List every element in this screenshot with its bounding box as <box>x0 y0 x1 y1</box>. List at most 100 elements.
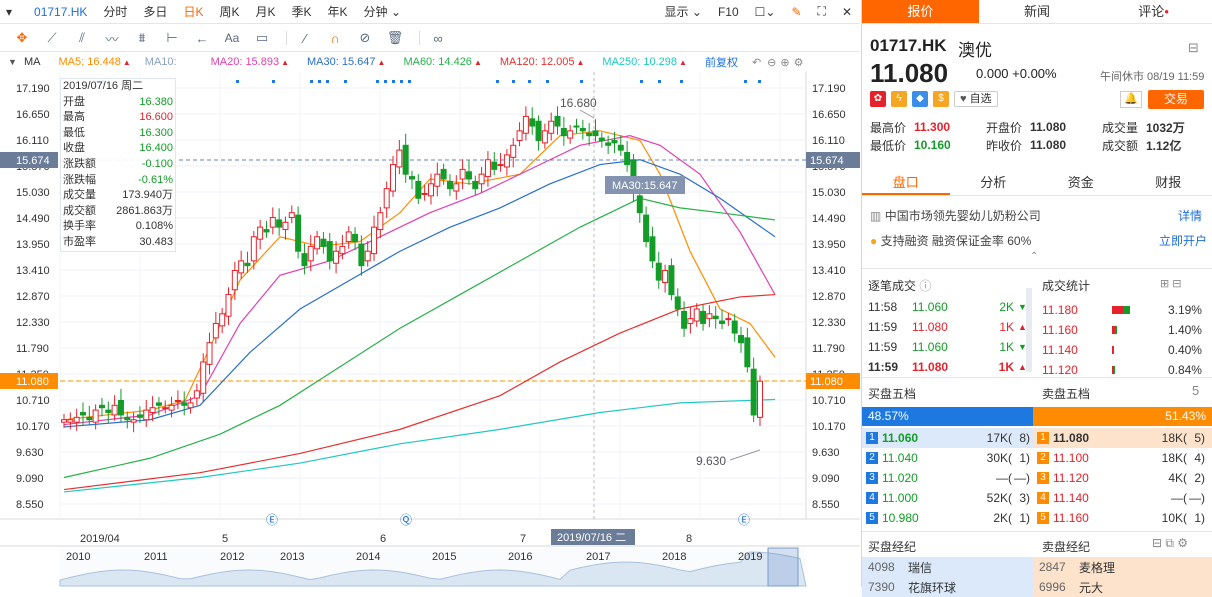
event-dot <box>236 80 239 83</box>
measure-tool-icon[interactable]: ⊢ <box>160 28 184 48</box>
tab-minute[interactable]: 分时 <box>95 3 135 20</box>
subtab-analysis[interactable]: 分析 <box>950 170 1038 195</box>
link-icon[interactable]: ∞ <box>426 28 450 48</box>
bid-count: —) <box>1012 471 1030 485</box>
open-account-link[interactable]: 立即开户 <box>1159 232 1207 249</box>
candle-body <box>125 417 130 419</box>
broker-tools-icon[interactable]: ⊟ ⧉ ⚙ <box>1152 536 1188 551</box>
tab-weekly-k[interactable]: 周K <box>211 3 247 20</box>
candle-body <box>555 116 560 126</box>
event-q-icon[interactable]: Ⓠ <box>400 513 412 527</box>
candle-body <box>593 131 598 136</box>
candle-body <box>561 128 566 135</box>
tab-minutes-dropdown[interactable]: 分钟 ⌄ <box>356 3 409 20</box>
y-label-left: 16.650 <box>16 109 50 121</box>
tab-daily-k[interactable]: 日K <box>175 3 211 20</box>
adjust-mode-button[interactable]: 前复权 <box>705 54 738 70</box>
tab-monthly-k[interactable]: 月K <box>247 3 283 20</box>
trade-button[interactable]: 交易 <box>1148 90 1204 109</box>
subtab-capital[interactable]: 资金 <box>1037 170 1125 195</box>
wave-tool-icon[interactable]: 〰 <box>100 28 124 48</box>
undo-icon[interactable]: ↶ <box>752 56 761 69</box>
f10-button[interactable]: F10 <box>710 5 747 19</box>
y-label-left: 14.490 <box>16 213 50 225</box>
pencil-icon[interactable]: ✎ <box>783 5 809 19</box>
expand-icon[interactable]: ⛶ <box>810 4 834 19</box>
candle-body <box>68 420 73 422</box>
zoom-in-icon[interactable]: ⊕ <box>780 56 789 69</box>
detail-link[interactable]: 详情 <box>1178 207 1202 224</box>
grid-view-icon[interactable]: ⊞ ⊟ <box>1160 277 1182 290</box>
crosshair-icon[interactable]: ✥ <box>10 28 34 48</box>
ticks-scrollbar[interactable] <box>1026 288 1032 372</box>
tab-yearly-k[interactable]: 年K <box>320 3 356 20</box>
ma-label[interactable]: MA <box>24 56 41 68</box>
candle-body <box>378 213 383 230</box>
up-arrow-icon: ▲ <box>378 58 386 67</box>
minimize-icon[interactable]: ⊟ <box>1188 40 1199 56</box>
up-arrow-icon: ▲ <box>474 58 482 67</box>
five-level-icon[interactable]: 5 <box>1192 383 1199 398</box>
channel-tool-icon[interactable]: ⫽ <box>70 28 94 48</box>
tab-news[interactable]: 新闻 <box>979 0 1096 23</box>
display-menu[interactable]: 显示 ⌄ <box>657 3 710 20</box>
note-tool-icon[interactable]: ▭ <box>250 28 274 48</box>
magnet-icon[interactable]: ∩ <box>323 28 347 48</box>
up-arrow-icon: ▲ <box>281 58 289 67</box>
collapse-up-icon[interactable]: ⌃ <box>1030 251 1038 262</box>
margin-icon[interactable]: ϟ <box>891 91 907 107</box>
ask-level-number: 5 <box>1037 512 1049 524</box>
tick-price: 11.080 <box>912 320 988 334</box>
fib-tool-icon[interactable]: ⩩ <box>130 28 154 48</box>
tab-quarterly-k[interactable]: 季K <box>283 3 319 20</box>
divider <box>419 31 420 45</box>
arrow-tool-icon[interactable]: ← <box>190 28 214 48</box>
candle-body <box>372 227 377 253</box>
candle-body <box>302 254 307 266</box>
event-e-icon[interactable]: Ⓔ <box>738 513 750 527</box>
draw-line-icon[interactable]: ∕ <box>293 28 317 48</box>
tab-multiday[interactable]: 多日 <box>135 3 175 20</box>
help-icon[interactable]: ⓘ <box>919 279 931 293</box>
bid-volume: 17K( <box>960 431 1012 445</box>
close-icon[interactable]: ✕ <box>834 5 860 19</box>
collapse-ma-icon[interactable]: ▼ <box>0 57 10 67</box>
settings-gear-icon[interactable]: ⚙ <box>794 56 804 69</box>
tab-quote[interactable]: 报价 <box>862 0 979 23</box>
subtab-financials[interactable]: 财报 <box>1125 170 1212 195</box>
candle-body <box>289 213 294 218</box>
event-e-icon[interactable]: Ⓔ <box>266 513 278 527</box>
broker-id: 7390 <box>862 580 902 594</box>
navigator-window[interactable] <box>768 548 798 586</box>
tag-icon[interactable]: ◆ <box>912 91 928 107</box>
dollar-icon[interactable]: $ <box>933 91 949 107</box>
add-watchlist-button[interactable]: ♥ 自选 <box>954 91 998 107</box>
collapse-icon[interactable]: ▾ <box>0 5 20 19</box>
trash-icon[interactable]: 🗑 <box>383 28 407 48</box>
subtab-orderbook[interactable]: 盘口 <box>862 170 950 195</box>
info-label: 成交量 <box>63 188 96 204</box>
checkbox-icon[interactable]: ☐⌄ <box>747 5 784 19</box>
info-value: 16.300 <box>139 126 173 142</box>
zoom-out-icon[interactable]: ⊖ <box>767 56 776 69</box>
price-change: 0.000 +0.00% <box>976 66 1057 81</box>
line-tool-icon[interactable]: ⟋ <box>40 28 64 48</box>
text-tool-icon[interactable]: Aa <box>220 28 244 48</box>
tab-comments[interactable]: 评论● <box>1095 0 1212 23</box>
bell-icon[interactable]: 🔔 <box>1120 91 1142 108</box>
hide-drawings-icon[interactable]: ⊘ <box>353 28 377 48</box>
